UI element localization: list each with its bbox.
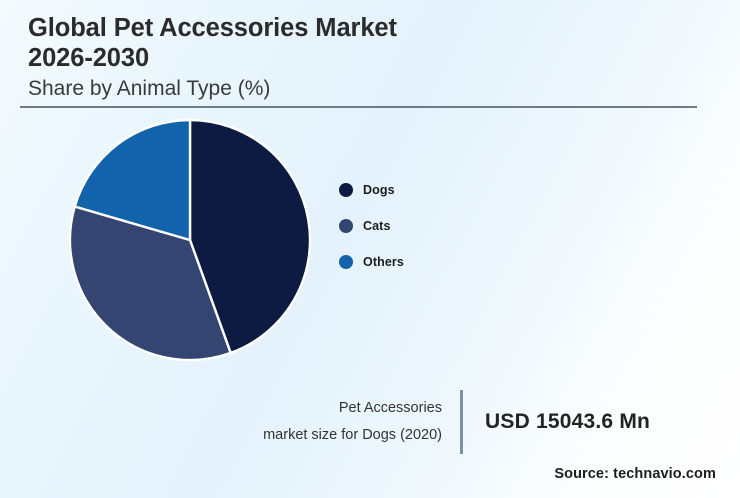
page-subtitle: Share by Animal Type (%) — [28, 77, 271, 101]
title-divider — [20, 106, 697, 108]
legend-label-others: Others — [363, 255, 404, 269]
callout-value: USD 15043.6 Mn — [485, 410, 651, 433]
pie-chart-svg — [68, 118, 312, 362]
page-title: Global Pet Accessories Market 2026-2030 — [28, 14, 397, 72]
legend-swatch-others-icon — [339, 255, 353, 269]
pie-slices — [68, 118, 312, 362]
callout: Pet Accessories market size for Dogs (20… — [250, 386, 710, 458]
header: Global Pet Accessories Market 2026-2030 … — [28, 14, 698, 101]
callout-line-2: market size for Dogs (2020) — [263, 427, 442, 443]
callout-divider — [460, 390, 463, 454]
legend-swatch-cats-icon — [339, 219, 353, 233]
source-label: Source: technavio.com — [554, 466, 716, 482]
legend-item-others[interactable]: Others — [339, 244, 519, 280]
legend: Dogs Cats Others — [339, 172, 519, 280]
legend-label-cats: Cats — [363, 219, 391, 233]
pie-slice-others[interactable] — [73, 118, 192, 242]
pie-slice-dogs[interactable] — [188, 118, 312, 355]
callout-line-1: Pet Accessories — [338, 400, 442, 417]
pie-slice-cats[interactable] — [68, 205, 232, 362]
callout-description: Pet Accessories market size for Dogs (20… — [250, 395, 460, 449]
pie-chart — [68, 118, 312, 362]
legend-label-dogs: Dogs — [363, 183, 395, 197]
legend-item-cats[interactable]: Cats — [339, 208, 519, 244]
legend-swatch-dogs-icon — [339, 183, 353, 197]
legend-item-dogs[interactable]: Dogs — [339, 172, 519, 208]
